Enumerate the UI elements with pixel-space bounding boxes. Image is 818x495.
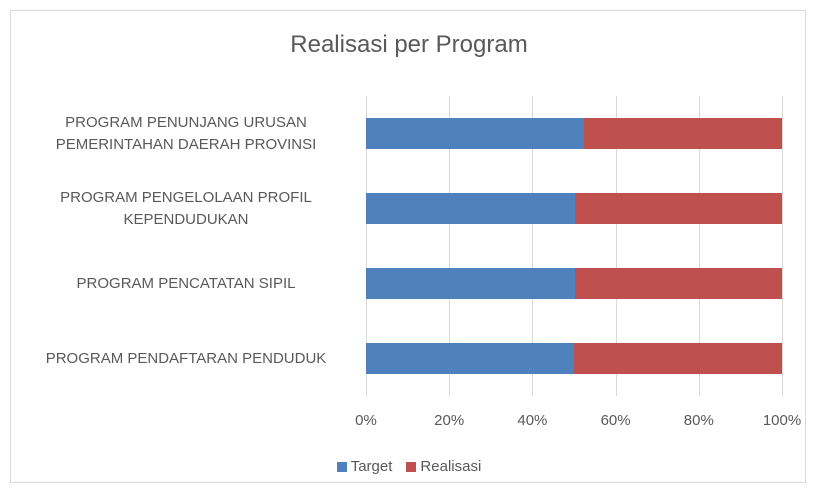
legend: Target Realisasi: [11, 458, 807, 475]
x-tick-label: 100%: [762, 412, 802, 429]
bar: [574, 193, 782, 224]
bar: [366, 193, 575, 224]
y-tick-label: PROGRAM PENUNJANG URUSAN PEMERINTAHAN DA…: [55, 113, 317, 153]
x-tick-label: 60%: [600, 412, 631, 429]
y-tick-label: PROGRAM PENCATATAN SIPIL: [76, 274, 296, 292]
bar: [366, 268, 575, 299]
grid-line: [615, 96, 617, 396]
legend-item: Target: [336, 458, 393, 475]
legend-item: Realisasi: [406, 458, 481, 475]
x-tick-label: 0%: [355, 412, 377, 429]
grid-line: [782, 96, 783, 396]
grid-line: [366, 96, 367, 396]
x-tick-label: 20%: [434, 412, 465, 429]
x-tick-label: 40%: [517, 412, 548, 429]
bar: [366, 343, 574, 374]
chart: Realisasi per Program 0% 20% 40% 60% 80% 100%…: [10, 10, 806, 483]
y-tick-label: PROGRAM PENGELOLAAN PROFIL KEPENDUDUKAN: [60, 188, 312, 228]
legend-label: Realisasi: [420, 458, 482, 475]
y-tick-label: PROGRAM PENDAFTARAN PENDUDUK: [45, 349, 327, 367]
bar: [574, 268, 782, 299]
bar: [583, 118, 782, 149]
chart-title: Realisasi per Program: [290, 31, 528, 58]
grid-line: [532, 96, 534, 396]
legend-label: Target: [350, 458, 393, 475]
bar: [366, 118, 584, 149]
legend-swatch: [406, 461, 417, 472]
x-tick-label: 80%: [683, 412, 714, 429]
bar: [574, 343, 782, 374]
legend-swatch: [336, 461, 347, 472]
grid-line: [449, 96, 451, 396]
grid-line: [698, 96, 700, 396]
